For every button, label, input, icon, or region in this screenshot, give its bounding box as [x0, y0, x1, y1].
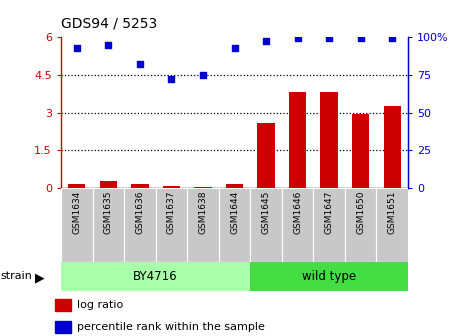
Bar: [163, 186, 180, 188]
Text: GSM1638: GSM1638: [198, 191, 207, 234]
Point: [357, 36, 364, 41]
Text: GSM1644: GSM1644: [230, 191, 239, 234]
Text: strain: strain: [0, 271, 32, 281]
Bar: [352, 114, 370, 188]
Text: GSM1650: GSM1650: [356, 191, 365, 234]
Text: GSM1636: GSM1636: [136, 191, 144, 234]
Point: [199, 72, 207, 78]
Bar: [250, 188, 282, 262]
Point: [325, 36, 333, 41]
Text: GSM1651: GSM1651: [388, 191, 397, 234]
Text: percentile rank within the sample: percentile rank within the sample: [76, 322, 265, 332]
Text: GDS94 / 5253: GDS94 / 5253: [61, 16, 157, 30]
Bar: [313, 188, 345, 262]
Bar: [61, 188, 92, 262]
Text: GSM1646: GSM1646: [293, 191, 302, 234]
Bar: [55, 299, 71, 311]
Bar: [55, 321, 71, 333]
Text: log ratio: log ratio: [76, 300, 123, 310]
Bar: [156, 188, 187, 262]
Point: [294, 36, 302, 41]
Bar: [219, 188, 250, 262]
Text: GSM1645: GSM1645: [262, 191, 271, 234]
Bar: [68, 184, 85, 188]
Point: [231, 45, 238, 50]
Bar: [226, 183, 243, 188]
Bar: [377, 188, 408, 262]
Bar: [92, 188, 124, 262]
Text: wild type: wild type: [302, 270, 356, 283]
Bar: [194, 187, 212, 188]
Text: GSM1637: GSM1637: [167, 191, 176, 234]
FancyBboxPatch shape: [250, 262, 408, 291]
Point: [167, 77, 175, 82]
Bar: [99, 181, 117, 188]
Point: [105, 42, 112, 47]
Bar: [282, 188, 313, 262]
Text: GSM1635: GSM1635: [104, 191, 113, 234]
Bar: [187, 188, 219, 262]
Point: [388, 36, 396, 41]
Bar: [289, 92, 306, 188]
Point: [136, 61, 144, 67]
Bar: [345, 188, 377, 262]
Text: BY4716: BY4716: [133, 270, 178, 283]
Bar: [124, 188, 156, 262]
Bar: [131, 184, 149, 188]
Text: GSM1634: GSM1634: [72, 191, 81, 234]
Bar: [257, 123, 275, 188]
Point: [262, 39, 270, 44]
FancyBboxPatch shape: [61, 262, 250, 291]
Point: [73, 45, 81, 50]
Bar: [384, 106, 401, 188]
Text: ▶: ▶: [35, 271, 45, 285]
Bar: [320, 92, 338, 188]
Text: GSM1647: GSM1647: [325, 191, 333, 234]
